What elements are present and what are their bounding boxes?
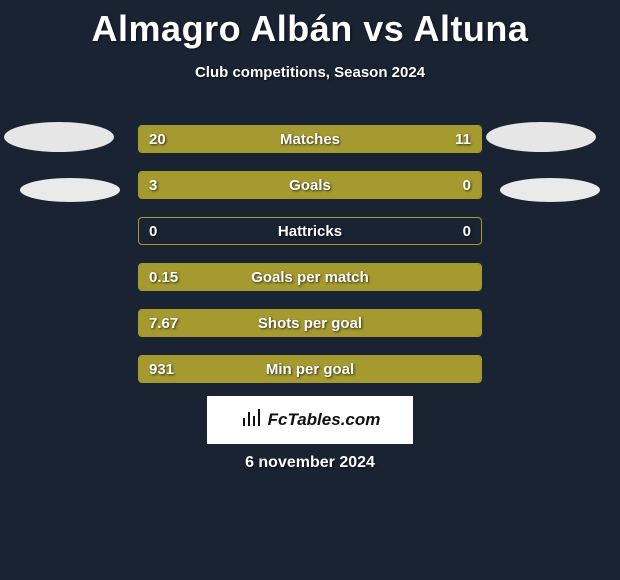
- stat-bar-left-fill: [139, 126, 360, 152]
- stat-bars: 20Matches11 3Goals0 0Hattricks0 0.15Goals p…: [138, 125, 482, 401]
- stat-row: 0.15Goals per match: [138, 263, 482, 291]
- watermark: FcTables.com: [207, 396, 413, 444]
- watermark-text: FcTables.com: [268, 410, 381, 430]
- stat-bar-left-fill: [139, 310, 481, 336]
- stat-bar-left-fill: [139, 264, 481, 290]
- stat-row: 3Goals0: [138, 171, 482, 199]
- stat-row: 931Min per goal: [138, 355, 482, 383]
- stat-row: 20Matches11: [138, 125, 482, 153]
- chart-bars-icon: [240, 406, 264, 435]
- footer-date: 6 november 2024: [0, 454, 620, 472]
- stat-bar-right-fill: [360, 126, 481, 152]
- player-right-photo-placeholder: [486, 122, 596, 152]
- page-title: Almagro Albán vs Altuna: [0, 0, 620, 50]
- stat-row: 7.67Shots per goal: [138, 309, 482, 337]
- stat-value-left: 0: [149, 218, 157, 244]
- stat-label: Hattricks: [139, 218, 481, 244]
- stat-row: 0Hattricks0: [138, 217, 482, 245]
- page-subtitle: Club competitions, Season 2024: [0, 64, 620, 81]
- comparison-infographic: Almagro Albán vs Altuna Club competition…: [0, 0, 620, 580]
- player-left-photo-placeholder-2: [20, 178, 120, 202]
- player-right-photo-placeholder-2: [500, 178, 600, 202]
- stat-value-right: 0: [463, 218, 471, 244]
- stat-bar-right-fill: [402, 172, 481, 198]
- player-left-photo-placeholder: [4, 122, 114, 152]
- stat-bar-left-fill: [139, 356, 481, 382]
- stat-bar-left-fill: [139, 172, 402, 198]
